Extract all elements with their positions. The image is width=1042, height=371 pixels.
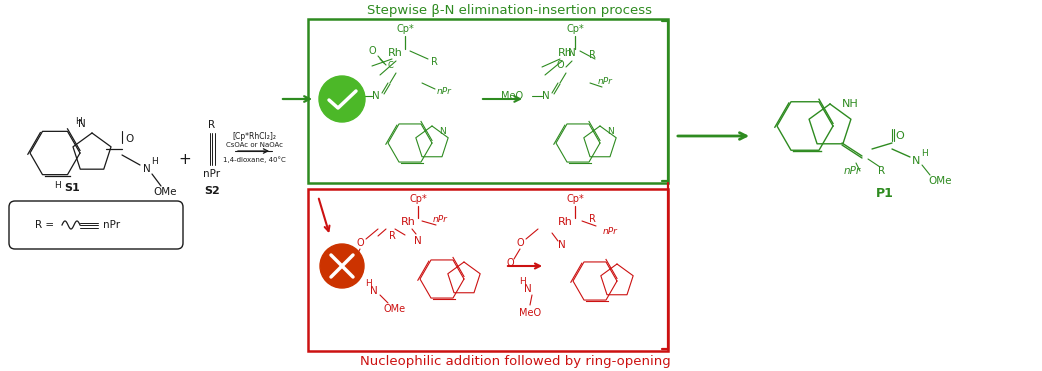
Text: H: H [54,181,61,190]
FancyBboxPatch shape [308,189,668,351]
Text: nPr: nPr [432,214,447,223]
Text: O: O [896,131,904,141]
Text: nPr: nPr [103,220,121,230]
Text: H: H [75,116,81,125]
Text: Rh: Rh [388,48,402,58]
Text: R =: R = [35,220,54,230]
Text: O: O [356,238,364,248]
FancyBboxPatch shape [9,201,183,249]
Text: N: N [439,127,445,135]
Text: P1: P1 [876,187,894,200]
Text: OMe: OMe [383,304,406,314]
Text: H: H [519,276,525,286]
Text: OMe: OMe [928,176,951,186]
Text: R: R [589,50,595,60]
Text: nPr: nPr [602,227,618,236]
Text: N: N [414,236,422,246]
Text: nPr: nPr [437,86,451,95]
FancyBboxPatch shape [308,19,668,183]
Text: CsOAc or NaOAc: CsOAc or NaOAc [225,142,282,148]
Text: nPr: nPr [843,166,861,176]
Text: Cp*: Cp* [410,194,427,204]
Text: O: O [506,258,514,268]
Text: N: N [568,48,576,58]
Text: N: N [143,164,151,174]
Text: R: R [878,166,886,176]
Text: H: H [921,148,927,158]
Text: N: N [370,286,378,296]
Text: R: R [430,57,438,67]
Text: 1,4-dioxane, 40°C: 1,4-dioxane, 40°C [223,157,286,163]
Text: OMe: OMe [153,187,177,197]
Text: Rh: Rh [557,217,572,227]
Text: N: N [559,240,566,250]
Text: N: N [606,127,614,135]
Text: N: N [372,91,380,101]
Text: MeO: MeO [519,308,541,318]
Text: Rh: Rh [557,48,572,58]
Text: nPr: nPr [203,169,221,179]
Text: Stepwise β-N elimination-insertion process: Stepwise β-N elimination-insertion proce… [368,3,652,16]
Text: N: N [78,119,85,129]
Text: Cp*: Cp* [566,24,584,34]
Text: MeO: MeO [501,91,523,101]
Text: C: C [387,60,393,69]
Text: O: O [346,260,354,270]
Text: MeO: MeO [331,91,353,101]
Text: S2: S2 [204,186,220,196]
Text: O: O [556,60,564,70]
Text: O: O [126,134,134,144]
Text: H: H [151,157,157,165]
Text: nPr: nPr [597,76,613,85]
Text: N: N [912,156,920,166]
Text: Nucleophilic addition followed by ring-opening: Nucleophilic addition followed by ring-o… [359,355,670,368]
Circle shape [319,76,365,122]
Text: R: R [389,231,395,241]
Text: Rh: Rh [400,217,416,227]
Text: H: H [365,279,371,288]
Text: O: O [368,46,376,56]
Text: R: R [208,120,216,130]
Text: S1: S1 [65,183,80,193]
Text: R: R [589,214,595,224]
Circle shape [320,244,364,288]
Text: Cp*: Cp* [566,194,584,204]
Text: [Cp*RhCl₂]₂: [Cp*RhCl₂]₂ [232,131,276,141]
Text: NH: NH [842,99,859,109]
Text: O: O [516,238,524,248]
Text: N: N [524,284,531,294]
Text: Cp*: Cp* [396,24,414,34]
Text: N: N [542,91,550,101]
Text: +: + [178,151,192,167]
